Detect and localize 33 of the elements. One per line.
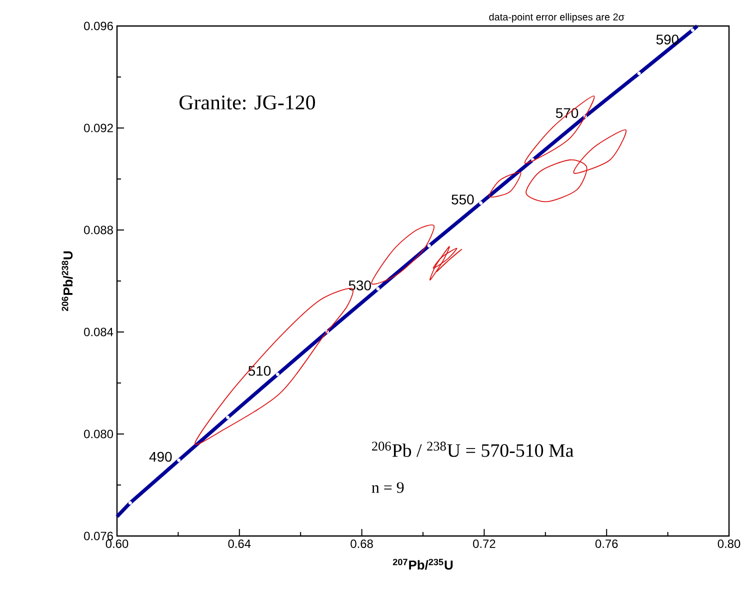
y-axis-title: $^{206}$Pb/$^{238}$U: [62, 251, 73, 312]
point: [479, 201, 483, 205]
annotation: n = 9: [372, 482, 404, 493]
point: [276, 372, 280, 376]
point: [226, 416, 230, 420]
x-axis-title: $^{207}$Pb/$^{235}$U: [392, 558, 453, 570]
annotation: 550: [452, 194, 474, 204]
line-series: [115, 24, 699, 518]
point: [637, 72, 641, 76]
text: data-point error ellipses are 2σ: [489, 13, 624, 22]
x-tick-label: 0.68: [350, 540, 373, 548]
annotation: 490: [149, 452, 172, 462]
y-tick-label: 0.088: [84, 226, 113, 234]
point: [128, 501, 132, 505]
annotation: 510: [248, 366, 271, 376]
y-tick-label: 0.084: [84, 328, 114, 336]
point: [690, 28, 694, 32]
point: [376, 287, 380, 291]
x-tick-label: 0.64: [228, 540, 251, 548]
annotation: 530: [348, 280, 371, 290]
y-tick-label: 0.092: [84, 124, 113, 132]
annotation: $^{206}$Pb / $^{238}$U = 570-510 Ma: [372, 442, 574, 457]
y-tick-label: 0.080: [84, 430, 114, 438]
x-tick-label: 0.76: [595, 540, 618, 548]
x-tick-label: 0.72: [473, 540, 496, 548]
x-tick-label: 0.60: [106, 540, 128, 548]
annotation: 590: [656, 34, 679, 44]
text: Granite: JG-120: [180, 95, 315, 110]
point: [177, 458, 181, 462]
x-tick-label: 0.80: [718, 540, 740, 548]
y-tick-label: 0.096: [84, 22, 113, 30]
y-tick-label: 0.076: [84, 532, 113, 540]
point: [427, 244, 431, 248]
